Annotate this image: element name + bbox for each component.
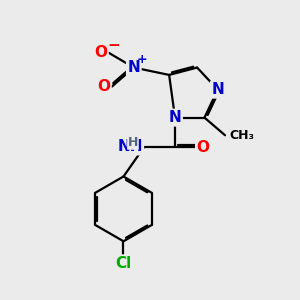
Text: N: N xyxy=(128,60,140,75)
Text: O: O xyxy=(196,140,209,154)
Text: Cl: Cl xyxy=(116,256,132,271)
Text: N: N xyxy=(211,82,224,97)
Text: CH₃: CH₃ xyxy=(230,129,254,142)
Text: +: + xyxy=(137,53,147,66)
Text: NH: NH xyxy=(117,139,142,154)
Text: N: N xyxy=(169,110,182,125)
Text: O: O xyxy=(97,79,110,94)
Text: O: O xyxy=(94,45,107,60)
Text: −: − xyxy=(108,38,121,53)
Text: H: H xyxy=(128,136,138,149)
